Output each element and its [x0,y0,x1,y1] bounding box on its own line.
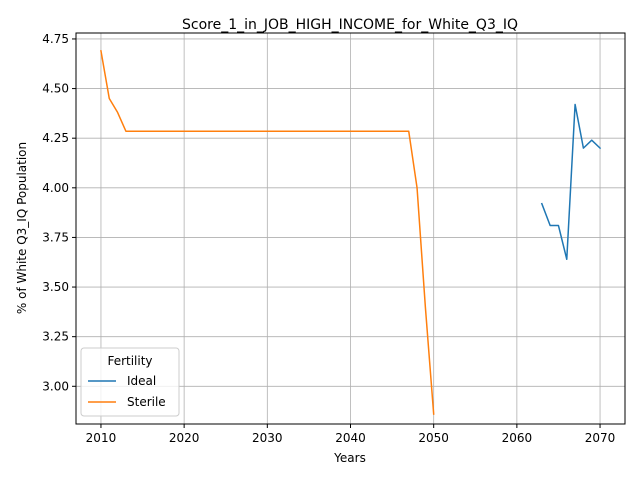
legend-title: Fertility [107,354,152,368]
y-tick-label: 4.25 [42,131,69,145]
y-tick-label: 3.75 [42,230,69,244]
y-tick-label: 4.50 [42,82,69,96]
legend-label-ideal: Ideal [127,374,156,388]
y-tick-label: 3.50 [42,280,69,294]
y-axis-label: % of White Q3_IQ Population [15,142,29,314]
x-tick-label: 2040 [335,431,366,445]
chart-title: Score_1_in_JOB_HIGH_INCOME_for_White_Q3_… [182,17,518,33]
x-tick-label: 2030 [252,431,283,445]
x-tick-label: 2070 [585,431,616,445]
x-tick-label: 2060 [502,431,533,445]
y-tick-label: 3.00 [42,379,69,393]
x-tick-label: 2020 [169,431,200,445]
x-axis-label: Years [333,451,366,465]
x-tick-label: 2010 [86,431,117,445]
y-tick-label: 4.00 [42,181,69,195]
y-tick-label: 3.25 [42,330,69,344]
x-tick-label: 2050 [418,431,449,445]
y-tick-label: 4.75 [42,32,69,46]
legend: Fertility Ideal Sterile [81,348,179,416]
legend-label-sterile: Sterile [127,395,166,409]
